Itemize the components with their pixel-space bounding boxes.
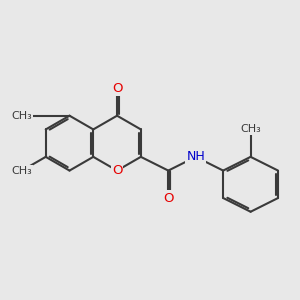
Text: CH₃: CH₃ bbox=[12, 166, 32, 176]
Text: CH₃: CH₃ bbox=[240, 124, 261, 134]
Text: O: O bbox=[112, 82, 122, 95]
Text: O: O bbox=[112, 164, 122, 177]
Text: NH: NH bbox=[186, 150, 205, 164]
Text: CH₃: CH₃ bbox=[12, 111, 32, 121]
Text: O: O bbox=[163, 191, 173, 205]
